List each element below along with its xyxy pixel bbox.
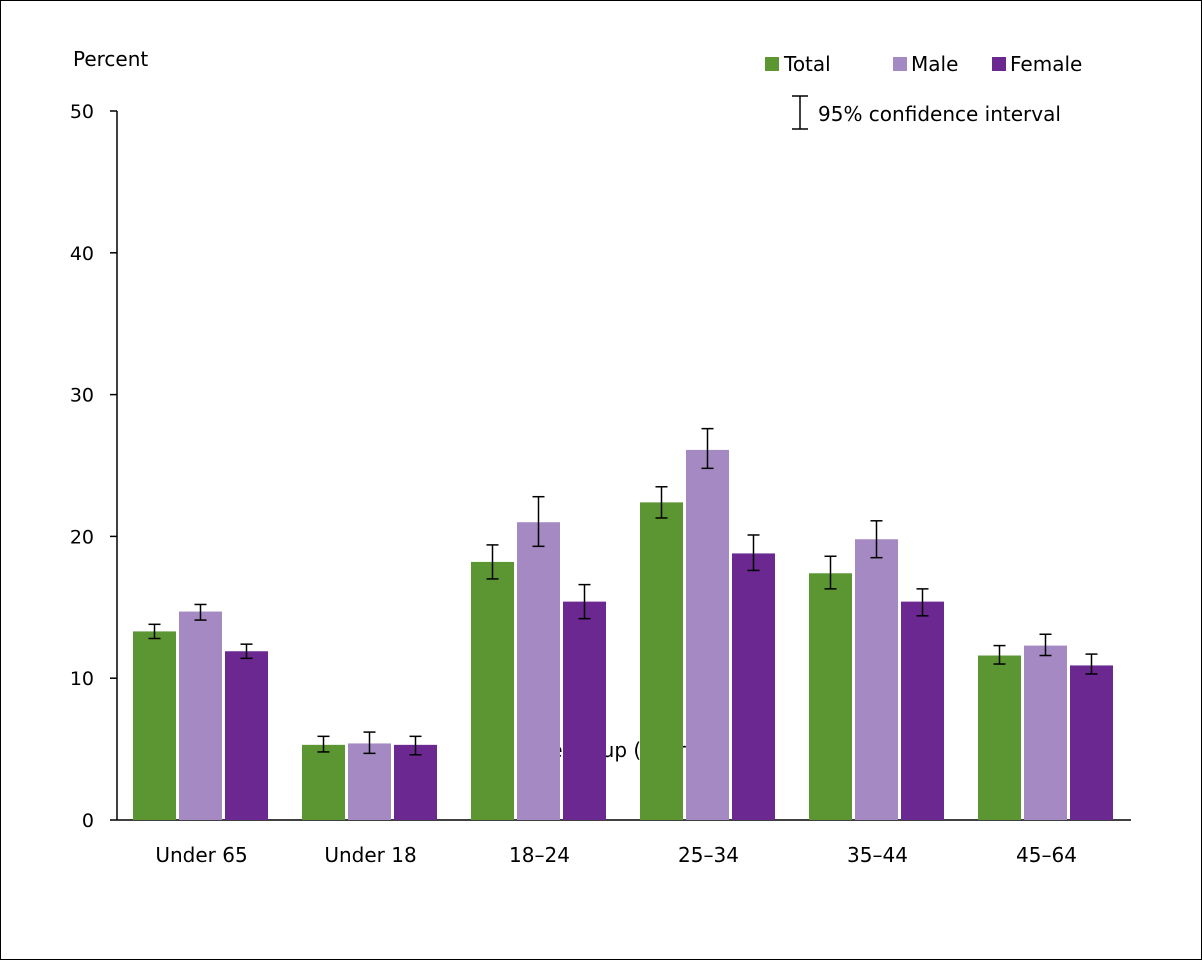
legend: Total Male Female 95% confidence interva… — [765, 52, 1082, 130]
bar-total-1 — [133, 631, 176, 820]
error-bar-female-2 — [409, 735, 422, 756]
x-tick-label: 25–34 — [678, 843, 739, 867]
error-bar-male-3 — [532, 495, 545, 548]
y-tick-label: 0 — [82, 810, 94, 832]
bar-female-2 — [394, 744, 437, 820]
legend-ci-icon — [792, 95, 808, 130]
x-tick-label: Under 65 — [155, 843, 247, 867]
legend-swatch-male — [893, 57, 907, 71]
legend-label-male: Male — [911, 52, 958, 76]
bars — [133, 449, 1113, 820]
bar-female-1 — [225, 651, 268, 820]
error-bar-total-6 — [993, 644, 1006, 665]
bar-total-3 — [471, 561, 514, 820]
bar-male-6 — [1024, 645, 1067, 820]
error-bar-total-1 — [148, 623, 161, 640]
axes: Percent 0 10 20 30 40 50 Under 65 Under 18 18–2… — [70, 47, 1131, 867]
error-bar-male-6 — [1039, 633, 1052, 657]
x-tick-label: Under 18 — [324, 843, 416, 867]
y-tick-label: 30 — [70, 385, 94, 407]
error-bar-total-3 — [486, 544, 499, 580]
x-tick-label: 18–24 — [509, 843, 570, 867]
error-bar-male-2 — [363, 731, 376, 755]
bar-total-5 — [809, 573, 852, 820]
bar-female-4 — [732, 553, 775, 820]
y-tick-label: 40 — [70, 243, 94, 265]
bar-male-2 — [348, 743, 391, 820]
bar-female-3 — [563, 601, 606, 820]
bar-total-4 — [640, 502, 683, 820]
bar-male-5 — [855, 539, 898, 820]
error-bar-female-4 — [747, 534, 760, 572]
error-bar-total-4 — [655, 486, 668, 519]
bar-female-6 — [1070, 665, 1113, 820]
legend-swatch-total — [765, 57, 779, 71]
error-bar-male-5 — [870, 520, 883, 559]
error-bars — [148, 427, 1098, 756]
bar-female-5 — [901, 601, 944, 820]
legend-label-total: Total — [783, 52, 831, 76]
error-bar-female-3 — [578, 583, 591, 620]
bar-total-2 — [302, 744, 345, 820]
legend-label-female: Female — [1010, 52, 1082, 76]
error-bar-male-1 — [194, 603, 207, 621]
error-bar-female-6 — [1085, 653, 1098, 675]
y-axis-title: Percent — [73, 47, 148, 71]
bar-total-6 — [978, 655, 1021, 820]
bar-male-4 — [686, 449, 729, 820]
error-bar-total-5 — [824, 555, 837, 590]
y-tick-label: 50 — [70, 101, 94, 123]
error-bar-total-2 — [317, 735, 330, 753]
legend-ci-label: 95% confidence interval — [818, 102, 1061, 126]
y-tick-label: 10 — [70, 668, 94, 690]
legend-swatch-female — [992, 57, 1006, 71]
bar-male-1 — [179, 611, 222, 820]
x-tick-label: 45–64 — [1016, 843, 1077, 867]
bar-male-3 — [517, 522, 560, 820]
x-axis-ticks: Under 65 Under 18 18–24 25–34 35–44 45–64 — [155, 843, 1077, 867]
y-tick-label: 20 — [70, 526, 94, 548]
y-axis-ticks: 0 10 20 30 40 50 — [70, 101, 117, 832]
error-bar-female-5 — [916, 588, 929, 617]
error-bar-female-1 — [240, 643, 253, 660]
error-bar-male-4 — [701, 427, 714, 470]
x-tick-label: 35–44 — [847, 843, 908, 867]
